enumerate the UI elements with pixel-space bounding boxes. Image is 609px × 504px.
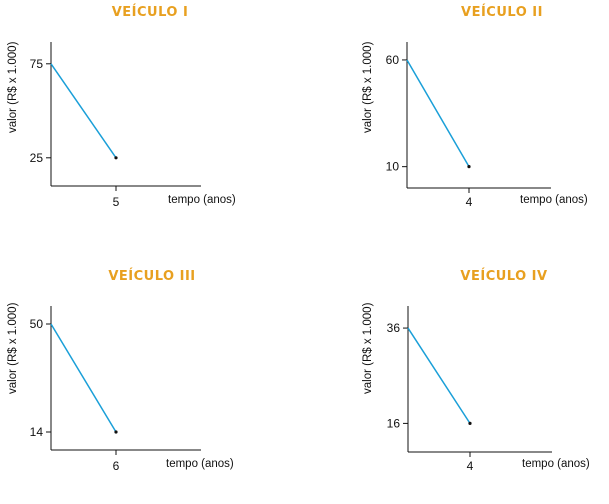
x-axis-label: tempo (anos) xyxy=(520,194,588,206)
x-axis-label: tempo (anos) xyxy=(522,458,590,470)
chart-panel-4: VEÍCULO IV valor (R$ x 1.000) 36 16 4 tempo… xyxy=(300,264,600,504)
y-tick-label: 36 xyxy=(387,321,401,335)
chart-panel-3: VEÍCULO III valor (R$ x 1.000) 50 14 6 temp… xyxy=(0,264,300,504)
y-tick-label: 16 xyxy=(387,416,401,430)
y-tick-label: 50 xyxy=(30,317,44,331)
x-axis-label: tempo (anos) xyxy=(166,458,234,470)
series-line xyxy=(407,327,471,424)
chart-3-svg: 50 14 6 tempo (anos) xyxy=(30,306,234,473)
chart-panel-1: VEÍCULO I valor (R$ x 1.000) 75 25 5 tempo … xyxy=(0,0,300,240)
y-tick-label: 10 xyxy=(386,160,400,174)
series-line xyxy=(50,323,117,433)
x-tick-label: 5 xyxy=(113,195,120,209)
data-point xyxy=(114,156,118,160)
x-tick-label: 6 xyxy=(113,459,120,473)
y-tick-label: 75 xyxy=(30,57,44,71)
chart-title: VEÍCULO III xyxy=(108,269,196,284)
data-point xyxy=(468,421,472,425)
chart-panel-2: VEÍCULO II valor (R$ x 1.000) 60 10 4 tempo… xyxy=(300,0,600,240)
chart-title: VEÍCULO II xyxy=(461,5,543,20)
y-tick-label: 14 xyxy=(30,425,44,439)
data-point xyxy=(467,165,471,169)
chart-4-svg: 36 16 4 tempo (anos) xyxy=(387,306,590,473)
x-axis-label: tempo (anos) xyxy=(168,194,236,206)
series-line xyxy=(50,63,117,159)
chart-title: VEÍCULO I xyxy=(111,5,189,20)
chart-2-svg: 60 10 4 tempo (anos) xyxy=(386,42,588,209)
data-point xyxy=(114,430,118,434)
x-tick-label: 4 xyxy=(467,459,474,473)
chart-1-svg: 75 25 5 tempo (anos) xyxy=(30,42,236,209)
x-tick-label: 4 xyxy=(466,195,473,209)
chart-title: VEÍCULO IV xyxy=(460,269,548,284)
y-tick-label: 60 xyxy=(386,53,400,67)
series-line xyxy=(406,59,470,168)
y-tick-label: 25 xyxy=(30,151,44,165)
